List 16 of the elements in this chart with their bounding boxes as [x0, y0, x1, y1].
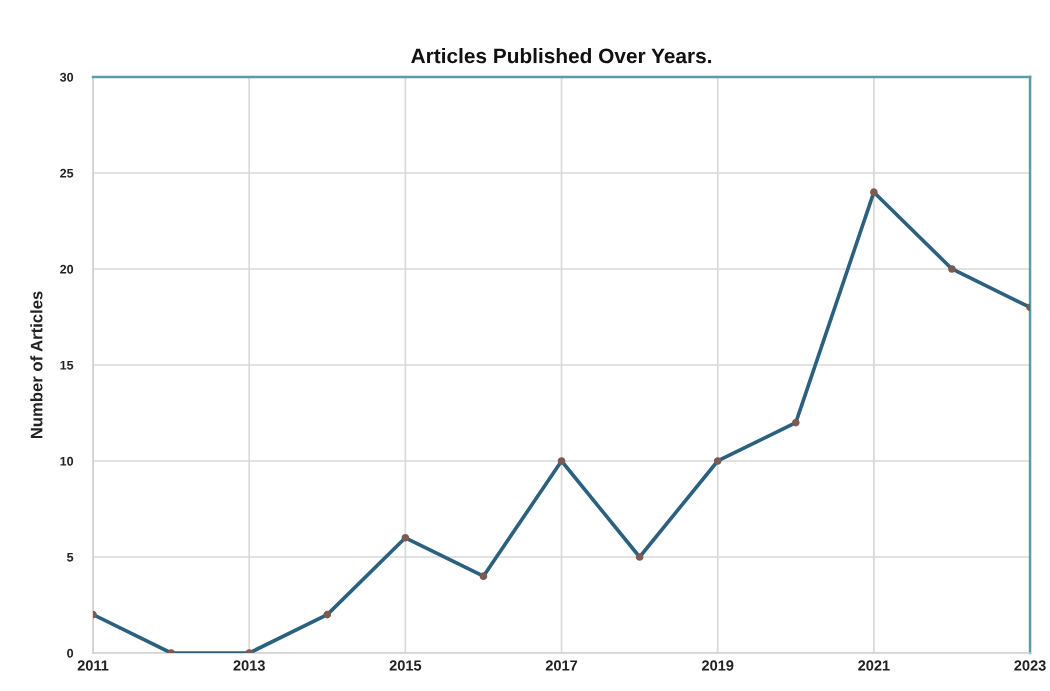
y-tick-label: 25 [60, 168, 74, 178]
y-tick-label: 30 [59, 72, 74, 82]
y-tick-label: 5 [67, 552, 74, 562]
y-tick-label: 20 [60, 264, 74, 274]
x-tick-label: 2019 [702, 660, 734, 671]
x-tick-label: 2013 [233, 660, 265, 671]
y-tick-label: 0 [67, 648, 74, 658]
x-tick-label: 2015 [389, 660, 422, 671]
x-tick-label: 2017 [545, 660, 578, 671]
x-tick-label: 2021 [858, 660, 890, 671]
x-tick-label: 2011 [77, 660, 109, 671]
chart-title: Articles Published Over Years. [411, 47, 712, 64]
x-tick-label: 2023 [1014, 660, 1046, 671]
y-tick-label: 15 [60, 360, 74, 370]
y-tick-label: 10 [60, 456, 74, 466]
y-axis-title: Number of Articles [30, 291, 43, 439]
